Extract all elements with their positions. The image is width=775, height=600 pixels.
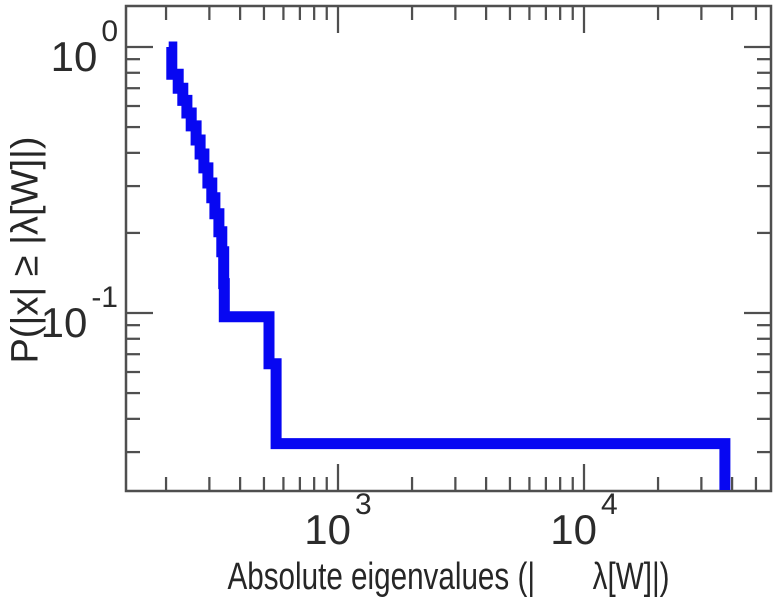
tick-label-exponent: 3 (355, 488, 372, 521)
y-axis-title: P(|x| ≥ |λ[W]|) (4, 136, 47, 364)
tick-label-base: 10 (50, 33, 98, 80)
tick-label-base: 10 (40, 299, 88, 346)
x-axis-title: Absolute eigenvalues (| λ[W]|) (227, 556, 670, 598)
ccdf-step-curve (166, 41, 731, 490)
x-tick-label: 104 (550, 488, 617, 554)
tick-label-base: 10 (550, 506, 598, 553)
y-tick-label: 10-1 (0, 281, 118, 346)
tick-label-base: 10 (304, 506, 352, 553)
axis-ticks (127, 7, 770, 490)
y-tick-label: 100 (0, 15, 118, 80)
tick-label-exponent: 4 (601, 488, 618, 521)
plot-frame (124, 4, 773, 493)
tick-label-exponent: -1 (91, 281, 118, 314)
tick-label-exponent: 0 (101, 15, 118, 48)
x-tick-label: 103 (304, 488, 371, 554)
